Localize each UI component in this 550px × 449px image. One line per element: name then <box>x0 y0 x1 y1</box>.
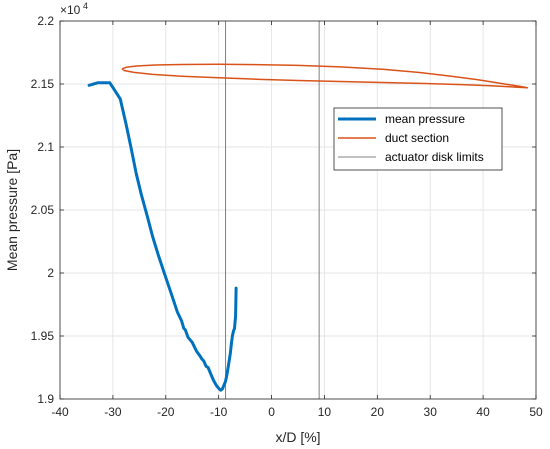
y-exponent-power: 4 <box>83 1 88 11</box>
x-tick-label: 30 <box>424 405 438 419</box>
y-ticks: 1.9 1.95 2 2.05 2.1 2.15 2.2 <box>31 14 536 406</box>
y-tick-label: 1.95 <box>31 329 55 343</box>
x-tick-label: 0 <box>268 405 275 419</box>
x-tick-label: -40 <box>51 405 69 419</box>
legend-label-mean-pressure: mean pressure <box>385 112 465 126</box>
series-layer <box>87 21 529 399</box>
x-ticks: -40 -30 -20 -10 0 10 20 30 40 50 <box>51 21 543 419</box>
y-tick-label: 2.05 <box>31 203 55 217</box>
duct-section-line <box>121 63 529 89</box>
x-tick-label: -20 <box>157 405 175 419</box>
x-tick-label: 20 <box>371 405 385 419</box>
y-tick-label: 2.1 <box>37 140 54 154</box>
y-axis-label: Mean pressure [Pa] <box>4 149 20 271</box>
y-tick-label: 1.9 <box>37 392 54 406</box>
legend: mean pressure duct section actuator disk… <box>333 107 503 171</box>
y-tick-label: 2.15 <box>31 77 55 91</box>
y-exponent-base: ×10 <box>60 3 81 17</box>
x-tick-label: -10 <box>210 405 228 419</box>
legend-label-actuator-disk: actuator disk limits <box>385 150 484 164</box>
legend-label-duct-section: duct section <box>385 131 449 145</box>
x-axis-label: x/D [%] <box>275 429 320 445</box>
x-tick-label: -30 <box>104 405 122 419</box>
x-tick-label: 40 <box>476 405 490 419</box>
x-tick-label: 50 <box>529 405 543 419</box>
x-tick-label: 10 <box>318 405 332 419</box>
mean-pressure-line <box>87 81 238 392</box>
y-tick-label: 2 <box>47 266 54 280</box>
y-tick-label: 2.2 <box>37 14 54 28</box>
